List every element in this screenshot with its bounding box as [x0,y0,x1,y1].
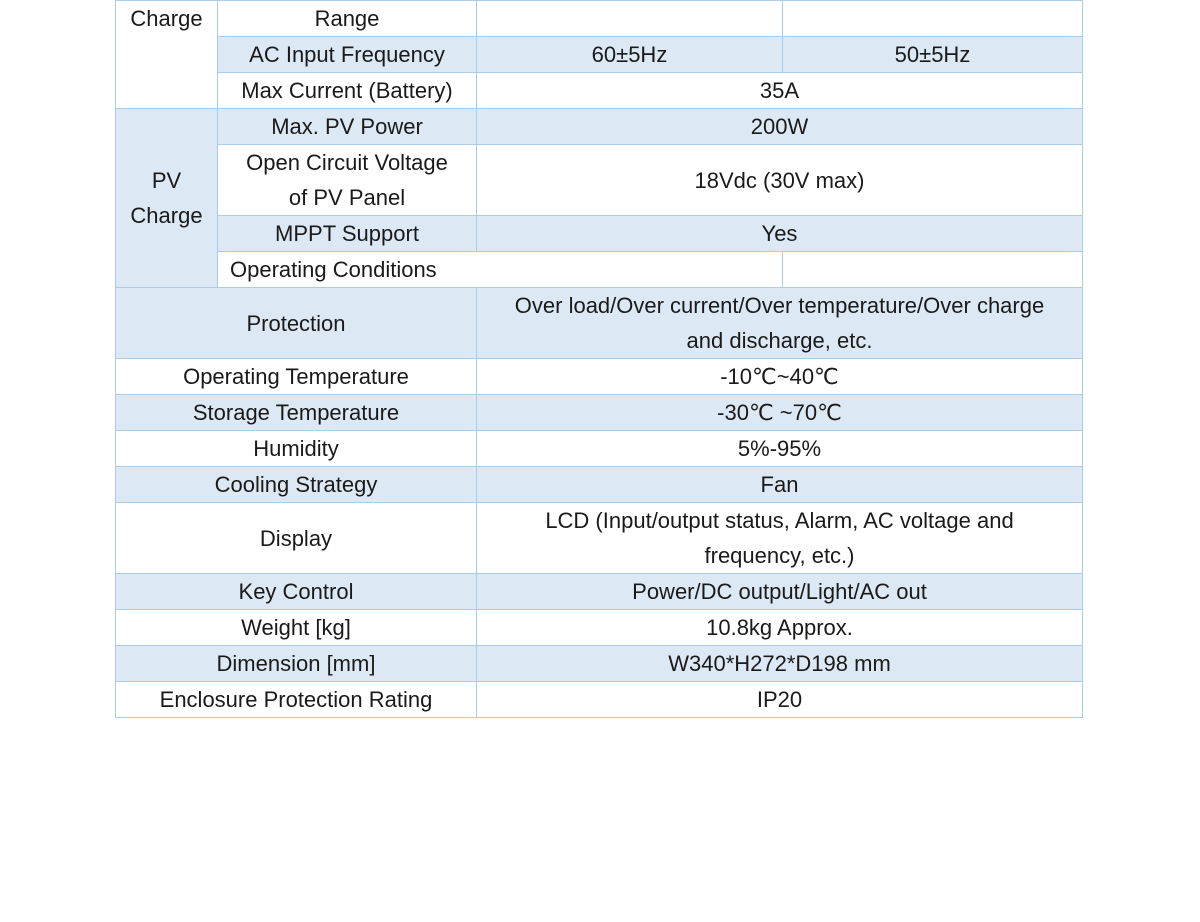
value-dimension: W340*H272*D198 mm [476,645,1083,682]
label-storage-temperature: Storage Temperature [115,394,477,431]
value-ac-frequency-1: 60±5Hz [476,36,783,73]
label-weight: Weight [kg] [115,609,477,646]
value-protection-line1: Over load/Over current/Over temperature/… [514,293,1045,318]
label-display: Display [115,502,477,574]
value-protection: Over load/Over current/Over temperature/… [476,287,1083,359]
group-pv-line2: Charge [130,203,203,228]
label-key-control: Key Control [115,573,477,610]
row-range: Charge Range [115,0,1083,109]
row-display: Display LCD (Input/output status, Alarm,… [115,502,1083,574]
label-ocv-line2: of PV Panel [288,185,406,210]
value-display: LCD (Input/output status, Alarm, AC volt… [476,502,1083,574]
spec-table: Charge Range AC Input Frequency 60±5Hz 5… [115,0,1083,718]
value-ac-frequency-2: 50±5Hz [782,36,1083,73]
row-dimension: Dimension [mm] W340*H272*D198 mm [115,645,1083,682]
value-storage-temperature: -30℃ ~70℃ [476,394,1083,431]
row-max-current: Max Current (Battery) 35A [116,72,1083,109]
row-ac-input-frequency: AC Input Frequency 60±5Hz 50±5Hz [116,36,1083,73]
value-key-control: Power/DC output/Light/AC out [476,573,1083,610]
value-display-line1: LCD (Input/output status, Alarm, AC volt… [545,508,1014,533]
label-max-pv-power: Max. PV Power [217,108,477,145]
value-range-2 [782,0,1083,37]
value-humidity: 5%-95% [476,430,1083,467]
row-storage-temperature: Storage Temperature -30℃ ~70℃ [115,394,1083,431]
row-protection: Protection Over load/Over current/Over t… [115,287,1083,359]
label-max-current: Max Current (Battery) [217,72,477,109]
value-protection-line2: and discharge, etc. [686,328,873,353]
value-operating-temperature: -10℃~40℃ [476,358,1083,395]
label-dimension: Dimension [mm] [115,645,477,682]
label-humidity: Humidity [115,430,477,467]
row-humidity: Humidity 5%-95% [115,430,1083,467]
value-enclosure-protection: IP20 [476,681,1083,718]
row-max-pv-power: PV Charge Max. PV Power 200W [115,108,1083,288]
label-enclosure-protection: Enclosure Protection Rating [115,681,477,718]
value-max-current: 35A [476,72,1083,109]
value-cooling-strategy: Fan [476,466,1083,503]
group-pv-charge: PV Charge [115,108,218,288]
value-range-1 [476,0,783,37]
label-range: Range [217,0,477,37]
row-enclosure-protection: Enclosure Protection Rating IP20 [115,681,1083,718]
label-operating-temperature: Operating Temperature [115,358,477,395]
row-operating-temperature: Operating Temperature -10℃~40℃ [115,358,1083,395]
group-charge: Charge [115,0,218,109]
row-mppt-support: MPPT Support Yes [116,215,1083,252]
value-max-pv-power: 200W [476,108,1083,145]
row-operating-conditions: Operating Conditions [116,251,1083,288]
label-mppt-support: MPPT Support [217,215,477,252]
row-key-control: Key Control Power/DC output/Light/AC out [115,573,1083,610]
group-pv-line1: PV [151,168,182,193]
label-protection: Protection [115,287,477,359]
value-mppt-support: Yes [476,215,1083,252]
value-open-circuit-voltage: 18Vdc (30V max) [476,144,1083,216]
label-open-circuit-voltage: Open Circuit Voltage of PV Panel [217,144,477,216]
label-cooling-strategy: Cooling Strategy [115,466,477,503]
value-weight: 10.8kg Approx. [476,609,1083,646]
label-ocv-line1: Open Circuit Voltage [246,150,448,175]
value-display-line2: frequency, etc.) [704,543,855,568]
label-operating-conditions: Operating Conditions [217,251,783,288]
label-ac-input-frequency: AC Input Frequency [217,36,477,73]
value-operating-conditions [782,251,1083,288]
row-weight: Weight [kg] 10.8kg Approx. [115,609,1083,646]
row-cooling-strategy: Cooling Strategy Fan [115,466,1083,503]
row-open-circuit-voltage: Open Circuit Voltage of PV Panel 18Vdc (… [116,144,1083,216]
